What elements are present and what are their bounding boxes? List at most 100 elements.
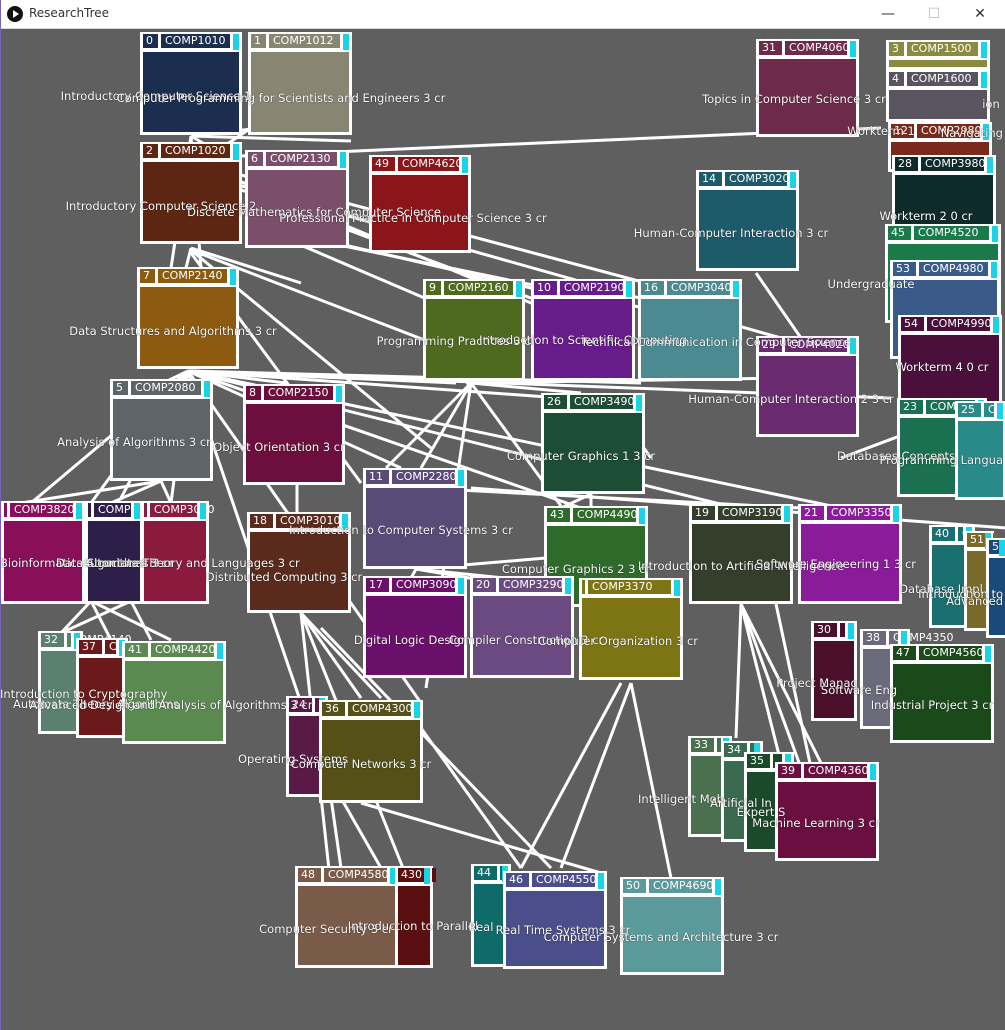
course-node-header: 430	[395, 866, 436, 884]
selection-flag-icon[interactable]	[639, 508, 645, 524]
selection-flag-icon[interactable]	[340, 152, 346, 168]
selection-flag-icon[interactable]	[233, 144, 239, 160]
course-node-comp4060[interactable]: 31 COMP4060	[756, 39, 859, 137]
course-node-430[interactable]: 430	[395, 866, 436, 968]
course-node-comp3020[interactable]: 14 COMP3020	[696, 170, 799, 271]
course-node-comp4420[interactable]: 41 COMP4420	[122, 641, 226, 744]
course-node-comp3090[interactable]: 17 COMP3090	[363, 576, 467, 678]
course-node-30[interactable]: 30	[811, 621, 857, 721]
selection-flag-icon[interactable]	[893, 506, 899, 522]
course-node-comp3010[interactable]: 18 COMP3010	[247, 512, 351, 613]
course-node-comp1012[interactable]: 1 COMP1012	[248, 32, 352, 135]
selection-flag-icon[interactable]	[342, 514, 348, 530]
selection-flag-icon[interactable]	[981, 72, 987, 88]
selection-flag-icon[interactable]	[76, 503, 82, 519]
course-node-comp2150[interactable]: 8 COMP2150	[243, 384, 345, 485]
course-node-comp4690[interactable]: 50 COMP4690	[620, 877, 724, 975]
selection-flag-icon[interactable]	[784, 506, 790, 522]
selection-flag-icon[interactable]	[850, 41, 856, 57]
selection-flag-icon[interactable]	[870, 764, 876, 780]
course-title: Navigating	[940, 126, 1003, 140]
selection-flag-icon[interactable]	[230, 269, 236, 285]
course-node-header: 38 COMP4350	[860, 629, 953, 647]
selection-flag-icon[interactable]	[981, 42, 987, 58]
selection-flag-icon[interactable]	[993, 317, 999, 333]
selection-flag-icon[interactable]	[992, 226, 998, 242]
selection-flag-icon[interactable]	[626, 281, 632, 297]
course-node-comp3350[interactable]: 21 COMP3350	[798, 504, 902, 604]
minimize-button[interactable]: —	[881, 6, 895, 22]
prerequisite-edge	[470, 381, 582, 395]
selection-flag-icon[interactable]	[458, 470, 464, 486]
selection-flag-icon[interactable]	[790, 172, 796, 188]
selection-flag-icon[interactable]	[217, 643, 223, 659]
selection-flag-icon[interactable]	[850, 338, 856, 354]
course-node-comp3[interactable]: 25COMP3	[955, 401, 1005, 500]
course-node-comp3820[interactable]: COMP3820	[1, 501, 85, 604]
selection-flag-icon[interactable]	[848, 623, 854, 639]
course-node-comp4360[interactable]: 39 COMP4360	[775, 762, 879, 861]
course-node-comp4140[interactable]: 32COMP4140	[38, 631, 131, 734]
selection-flag-icon[interactable]	[424, 868, 430, 884]
course-node-comp2160[interactable]: 9 COMP2160	[423, 279, 525, 381]
course-node-comp2190[interactable]: 10 COMP2190	[531, 279, 635, 381]
course-code: COMP4560	[919, 646, 983, 660]
course-graph-canvas[interactable]: 0 COMP1010 1 COMP1012 2 COMP1020 6 COMP2130 49 CO…	[1, 28, 1005, 1030]
selection-flag-icon[interactable]	[516, 281, 522, 297]
course-code: COMP4620	[398, 157, 462, 171]
selection-flag-icon[interactable]	[204, 381, 210, 397]
selection-flag-icon[interactable]	[733, 281, 739, 297]
selection-flag-icon[interactable]	[674, 580, 680, 596]
course-node-comp4620[interactable]: 49 COMP4620	[369, 155, 471, 253]
course-node-comp4020[interactable]: 29 COMP4020	[756, 336, 859, 437]
course-node-comp4580[interactable]: 48 COMP4580	[295, 866, 399, 968]
course-node-comp3190[interactable]: 19 COMP3190	[689, 504, 793, 604]
selection-flag-icon[interactable]	[987, 157, 993, 173]
course-node-comp3040[interactable]: 16 COMP3040	[638, 279, 742, 381]
course-node-comp3490[interactable]: 26 COMP3490	[541, 393, 645, 494]
selection-flag-icon[interactable]	[336, 386, 342, 402]
course-node-52[interactable]: 52	[986, 538, 1005, 638]
course-node-comp1010[interactable]: 0 COMP1010	[140, 32, 242, 135]
course-node-comp1500[interactable]: 3 COMP1500	[886, 40, 990, 70]
course-node-comp3030[interactable]: COMP3030	[141, 501, 214, 604]
selection-flag-icon[interactable]	[458, 578, 464, 594]
maximize-button[interactable]: ☐	[927, 6, 941, 22]
course-node-body	[623, 897, 721, 972]
course-node-comp3170[interactable]: COMP3170	[85, 501, 158, 604]
course-title: Computer Networks 3 cr	[290, 757, 432, 771]
course-node-comp2080[interactable]: 5 COMP2080	[110, 379, 213, 481]
selection-flag-icon[interactable]	[343, 34, 349, 50]
course-node-comp4550[interactable]: 46 COMP4550	[503, 871, 607, 969]
selection-flag-icon[interactable]	[636, 395, 642, 411]
course-code: COMP4490	[573, 508, 637, 522]
course-node-comp3290[interactable]: 20 COMP3290	[470, 576, 574, 678]
course-node-comp2130[interactable]: 6 COMP2130	[245, 150, 349, 248]
selection-flag-icon[interactable]	[390, 868, 396, 884]
selection-flag-icon[interactable]	[997, 403, 1003, 419]
course-node-comp1600[interactable]: 4 COMP1600	[886, 70, 990, 122]
selection-flag-icon[interactable]	[983, 124, 989, 140]
selection-flag-icon[interactable]	[565, 578, 571, 594]
selection-flag-icon[interactable]	[462, 157, 468, 173]
course-title: Automata Theory Algorithms	[12, 697, 180, 711]
course-node-comp4560[interactable]: 47 COMP4560	[890, 644, 994, 743]
course-title: Object Orientation 3 cr	[213, 440, 345, 454]
selection-flag-icon[interactable]	[985, 646, 991, 662]
selection-flag-icon[interactable]	[754, 743, 760, 759]
selection-flag-icon[interactable]	[999, 540, 1005, 556]
selection-flag-icon[interactable]	[200, 503, 206, 519]
selection-flag-icon[interactable]	[991, 262, 997, 278]
selection-flag-icon[interactable]	[598, 873, 604, 889]
selection-flag-icon[interactable]	[715, 879, 721, 895]
selection-flag-icon[interactable]	[134, 503, 140, 519]
selection-flag-icon[interactable]	[901, 631, 907, 647]
course-node-comp2280[interactable]: 11 COMP2280	[363, 468, 467, 569]
course-node-comp1020[interactable]: 2 COMP1020	[140, 142, 242, 244]
course-node-comp2140[interactable]: 7 COMP2140	[137, 267, 239, 369]
selection-flag-icon[interactable]	[414, 702, 420, 718]
course-node-comp4300[interactable]: 36 COMP4300	[319, 700, 423, 803]
selection-flag-icon[interactable]	[233, 34, 239, 50]
close-button[interactable]: ✕	[974, 6, 986, 22]
course-node-comp3370[interactable]: COMP3370	[579, 578, 683, 680]
